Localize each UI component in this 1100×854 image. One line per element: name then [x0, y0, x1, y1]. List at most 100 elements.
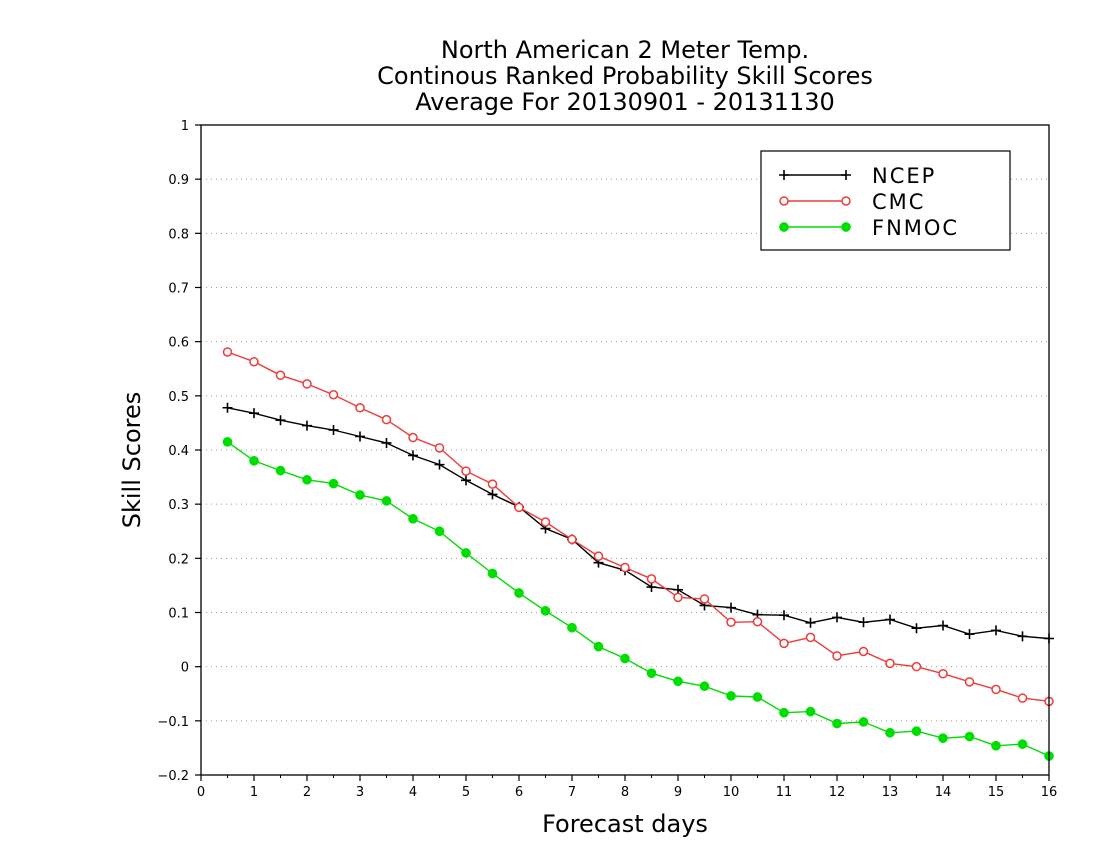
- data-point-cmc: [408, 432, 418, 443]
- data-point-fnmoc: [355, 490, 365, 500]
- data-point-ncep: [858, 617, 869, 628]
- data-point-fnmoc: [885, 727, 895, 738]
- data-series: [222, 347, 1054, 761]
- data-point-ncep: [461, 475, 471, 486]
- x-tick-label: 8: [621, 785, 629, 800]
- chart-title-line: Continous Ranked Probability Skill Score…: [377, 62, 873, 90]
- data-point-fnmoc: [991, 740, 1001, 751]
- x-tick-label: 12: [829, 785, 846, 800]
- y-tick-label: 0.1: [168, 607, 189, 622]
- series-line-ncep: [227, 407, 1050, 640]
- data-point-cmc: [911, 661, 922, 672]
- data-point-fnmoc: [964, 731, 975, 742]
- chart-title-line: Average For 20130901 - 20131130: [415, 88, 835, 116]
- data-point-cmc: [726, 617, 736, 627]
- legend-entry-fnmoc: FNMOC: [779, 216, 959, 240]
- data-point-cmc: [567, 534, 577, 545]
- x-tick-label: 5: [462, 785, 470, 800]
- x-tick-label: 6: [515, 785, 523, 800]
- y-tick-label: 0.4: [168, 444, 189, 459]
- data-point-cmc: [832, 651, 842, 661]
- x-tick-label: 0: [197, 785, 205, 800]
- x-tick-label: 13: [882, 785, 899, 800]
- x-tick-label: 16: [1041, 785, 1058, 800]
- data-point-ncep: [249, 408, 259, 419]
- x-tick-label: 2: [303, 785, 311, 800]
- data-point-ncep: [328, 424, 339, 435]
- data-point-ncep: [646, 582, 657, 593]
- data-point-cmc: [434, 443, 445, 453]
- legend-marker: [779, 196, 789, 206]
- data-point-cmc: [805, 632, 816, 643]
- x-tick-label: 9: [674, 785, 682, 800]
- data-point-fnmoc: [328, 478, 339, 489]
- data-point-ncep: [779, 610, 789, 621]
- data-point-ncep: [938, 620, 948, 631]
- data-point-fnmoc: [752, 692, 763, 702]
- data-point-ncep: [911, 623, 922, 634]
- x-tick-labels: 0 1 2 3 4 5 6 7 8 9 10 11 12 13 14 15 16: [197, 785, 1057, 800]
- data-point-fnmoc: [461, 548, 471, 558]
- legend-entry-ncep: NCEP: [779, 164, 934, 188]
- data-point-ncep: [275, 415, 286, 426]
- series-line-fnmoc: [227, 441, 1050, 757]
- data-point-fnmoc: [805, 706, 816, 717]
- data-point-fnmoc: [858, 717, 869, 727]
- data-point-cmc: [964, 677, 975, 687]
- data-point-fnmoc: [726, 691, 736, 701]
- y-tick-label: 1: [181, 119, 189, 134]
- legend-marker: [841, 170, 851, 180]
- data-point-cmc: [275, 370, 286, 380]
- x-tick-label: 3: [356, 785, 364, 800]
- data-point-cmc: [355, 403, 365, 413]
- y-tick-labels: −0.2 −0.1 0 0.1 0.2 0.3 0.4 0.5 0.6 0.7 0.8 0.9 1: [157, 119, 189, 784]
- data-point-ncep: [832, 612, 842, 623]
- data-point-cmc: [1017, 693, 1028, 703]
- data-point-cmc: [646, 574, 657, 584]
- data-point-ncep: [408, 450, 418, 461]
- data-point-ncep: [302, 420, 312, 431]
- data-point-fnmoc: [381, 496, 392, 506]
- data-point-cmc: [991, 684, 1001, 695]
- legend-label: CMC: [872, 190, 925, 214]
- x-tick-label: 11: [776, 785, 793, 800]
- data-point-cmc: [514, 502, 524, 513]
- data-point-fnmoc: [434, 526, 445, 537]
- y-tick-label: −0.1: [157, 715, 189, 730]
- axis-ticks: [195, 124, 1050, 781]
- data-point-cmc: [487, 479, 498, 489]
- plot-frame: [200, 124, 1050, 776]
- data-point-fnmoc: [620, 653, 630, 664]
- x-tick-label: 7: [568, 785, 576, 800]
- data-point-fnmoc: [408, 513, 418, 524]
- data-point-ncep: [381, 437, 392, 448]
- data-point-cmc: [699, 594, 710, 604]
- legend-marker: [779, 222, 789, 232]
- data-point-cmc: [593, 551, 604, 561]
- data-point-cmc: [302, 379, 312, 389]
- data-point-cmc: [673, 592, 683, 603]
- x-tick-label: 14: [935, 785, 952, 800]
- data-point-fnmoc: [540, 606, 551, 616]
- data-point-fnmoc: [699, 681, 710, 692]
- data-point-fnmoc: [222, 437, 233, 447]
- legend-marker: [779, 170, 789, 180]
- data-point-cmc: [222, 347, 233, 357]
- legend-label: FNMOC: [872, 216, 959, 240]
- y-tick-label: 0.3: [168, 498, 189, 513]
- chart-title: North American 2 Meter Temp.Continous Ra…: [377, 36, 873, 116]
- data-point-ncep: [1017, 631, 1028, 642]
- data-point-ncep: [964, 629, 975, 640]
- data-point-fnmoc: [779, 707, 789, 718]
- series-line-cmc: [227, 351, 1050, 702]
- data-point-ncep: [487, 489, 498, 500]
- data-point-fnmoc: [911, 726, 922, 736]
- data-point-fnmoc: [673, 676, 683, 687]
- data-point-cmc: [249, 356, 259, 367]
- series-ncep: [222, 402, 1054, 644]
- grid-lines: [201, 178, 1049, 722]
- data-point-cmc: [858, 646, 869, 657]
- data-point-cmc: [461, 466, 471, 476]
- data-point-cmc: [381, 414, 392, 425]
- data-point-fnmoc: [593, 641, 604, 652]
